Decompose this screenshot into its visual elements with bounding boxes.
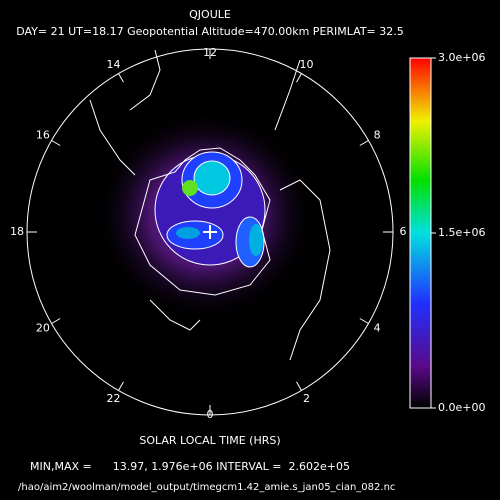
hour-label: 12 [203, 46, 217, 59]
hour-label: 10 [300, 58, 314, 71]
hour-tick [51, 318, 61, 324]
hour-tick [359, 318, 369, 324]
hour-tick [296, 381, 302, 391]
contour-outline [134, 147, 271, 296]
hour-tick [359, 140, 369, 146]
colorbar [409, 57, 432, 409]
polar-field [26, 48, 394, 416]
min-max: MIN,MAX = 13.97, 1.976e+06 INTERVAL = 2.… [30, 460, 350, 473]
contour [193, 160, 231, 196]
colorbar-label: 0.0e+00 [438, 401, 485, 414]
hour-label: 8 [374, 129, 381, 142]
colorbar-label: 1.5e+06 [438, 226, 485, 239]
contour [182, 180, 198, 196]
colorbar-label: 3.0e+06 [438, 51, 485, 64]
hour-tick [51, 140, 61, 146]
pole-marker [203, 225, 217, 239]
subtitle: DAY= 21 UT=18.17 Geopotential Altitude=4… [16, 25, 404, 38]
file-path: /hao/aim2/woolman/model_output/timegcm1.… [18, 482, 395, 493]
hour-label: 20 [36, 322, 50, 335]
contour [176, 227, 200, 239]
axis-label: SOLAR LOCAL TIME (HRS) [139, 434, 280, 447]
hour-label: 16 [36, 129, 50, 142]
hour-label: 2 [303, 392, 310, 405]
hour-label: 18 [10, 225, 24, 238]
title: QJOULE [189, 8, 231, 21]
hour-tick [118, 73, 124, 83]
hour-tick [118, 381, 124, 391]
coastline [89, 49, 331, 361]
hour-label: 0 [207, 408, 214, 421]
hour-label: 6 [400, 225, 407, 238]
hour-label: 4 [374, 322, 381, 335]
hour-label: 14 [107, 58, 121, 71]
contour [249, 224, 263, 256]
hour-tick [296, 73, 302, 83]
hour-label: 22 [107, 392, 121, 405]
